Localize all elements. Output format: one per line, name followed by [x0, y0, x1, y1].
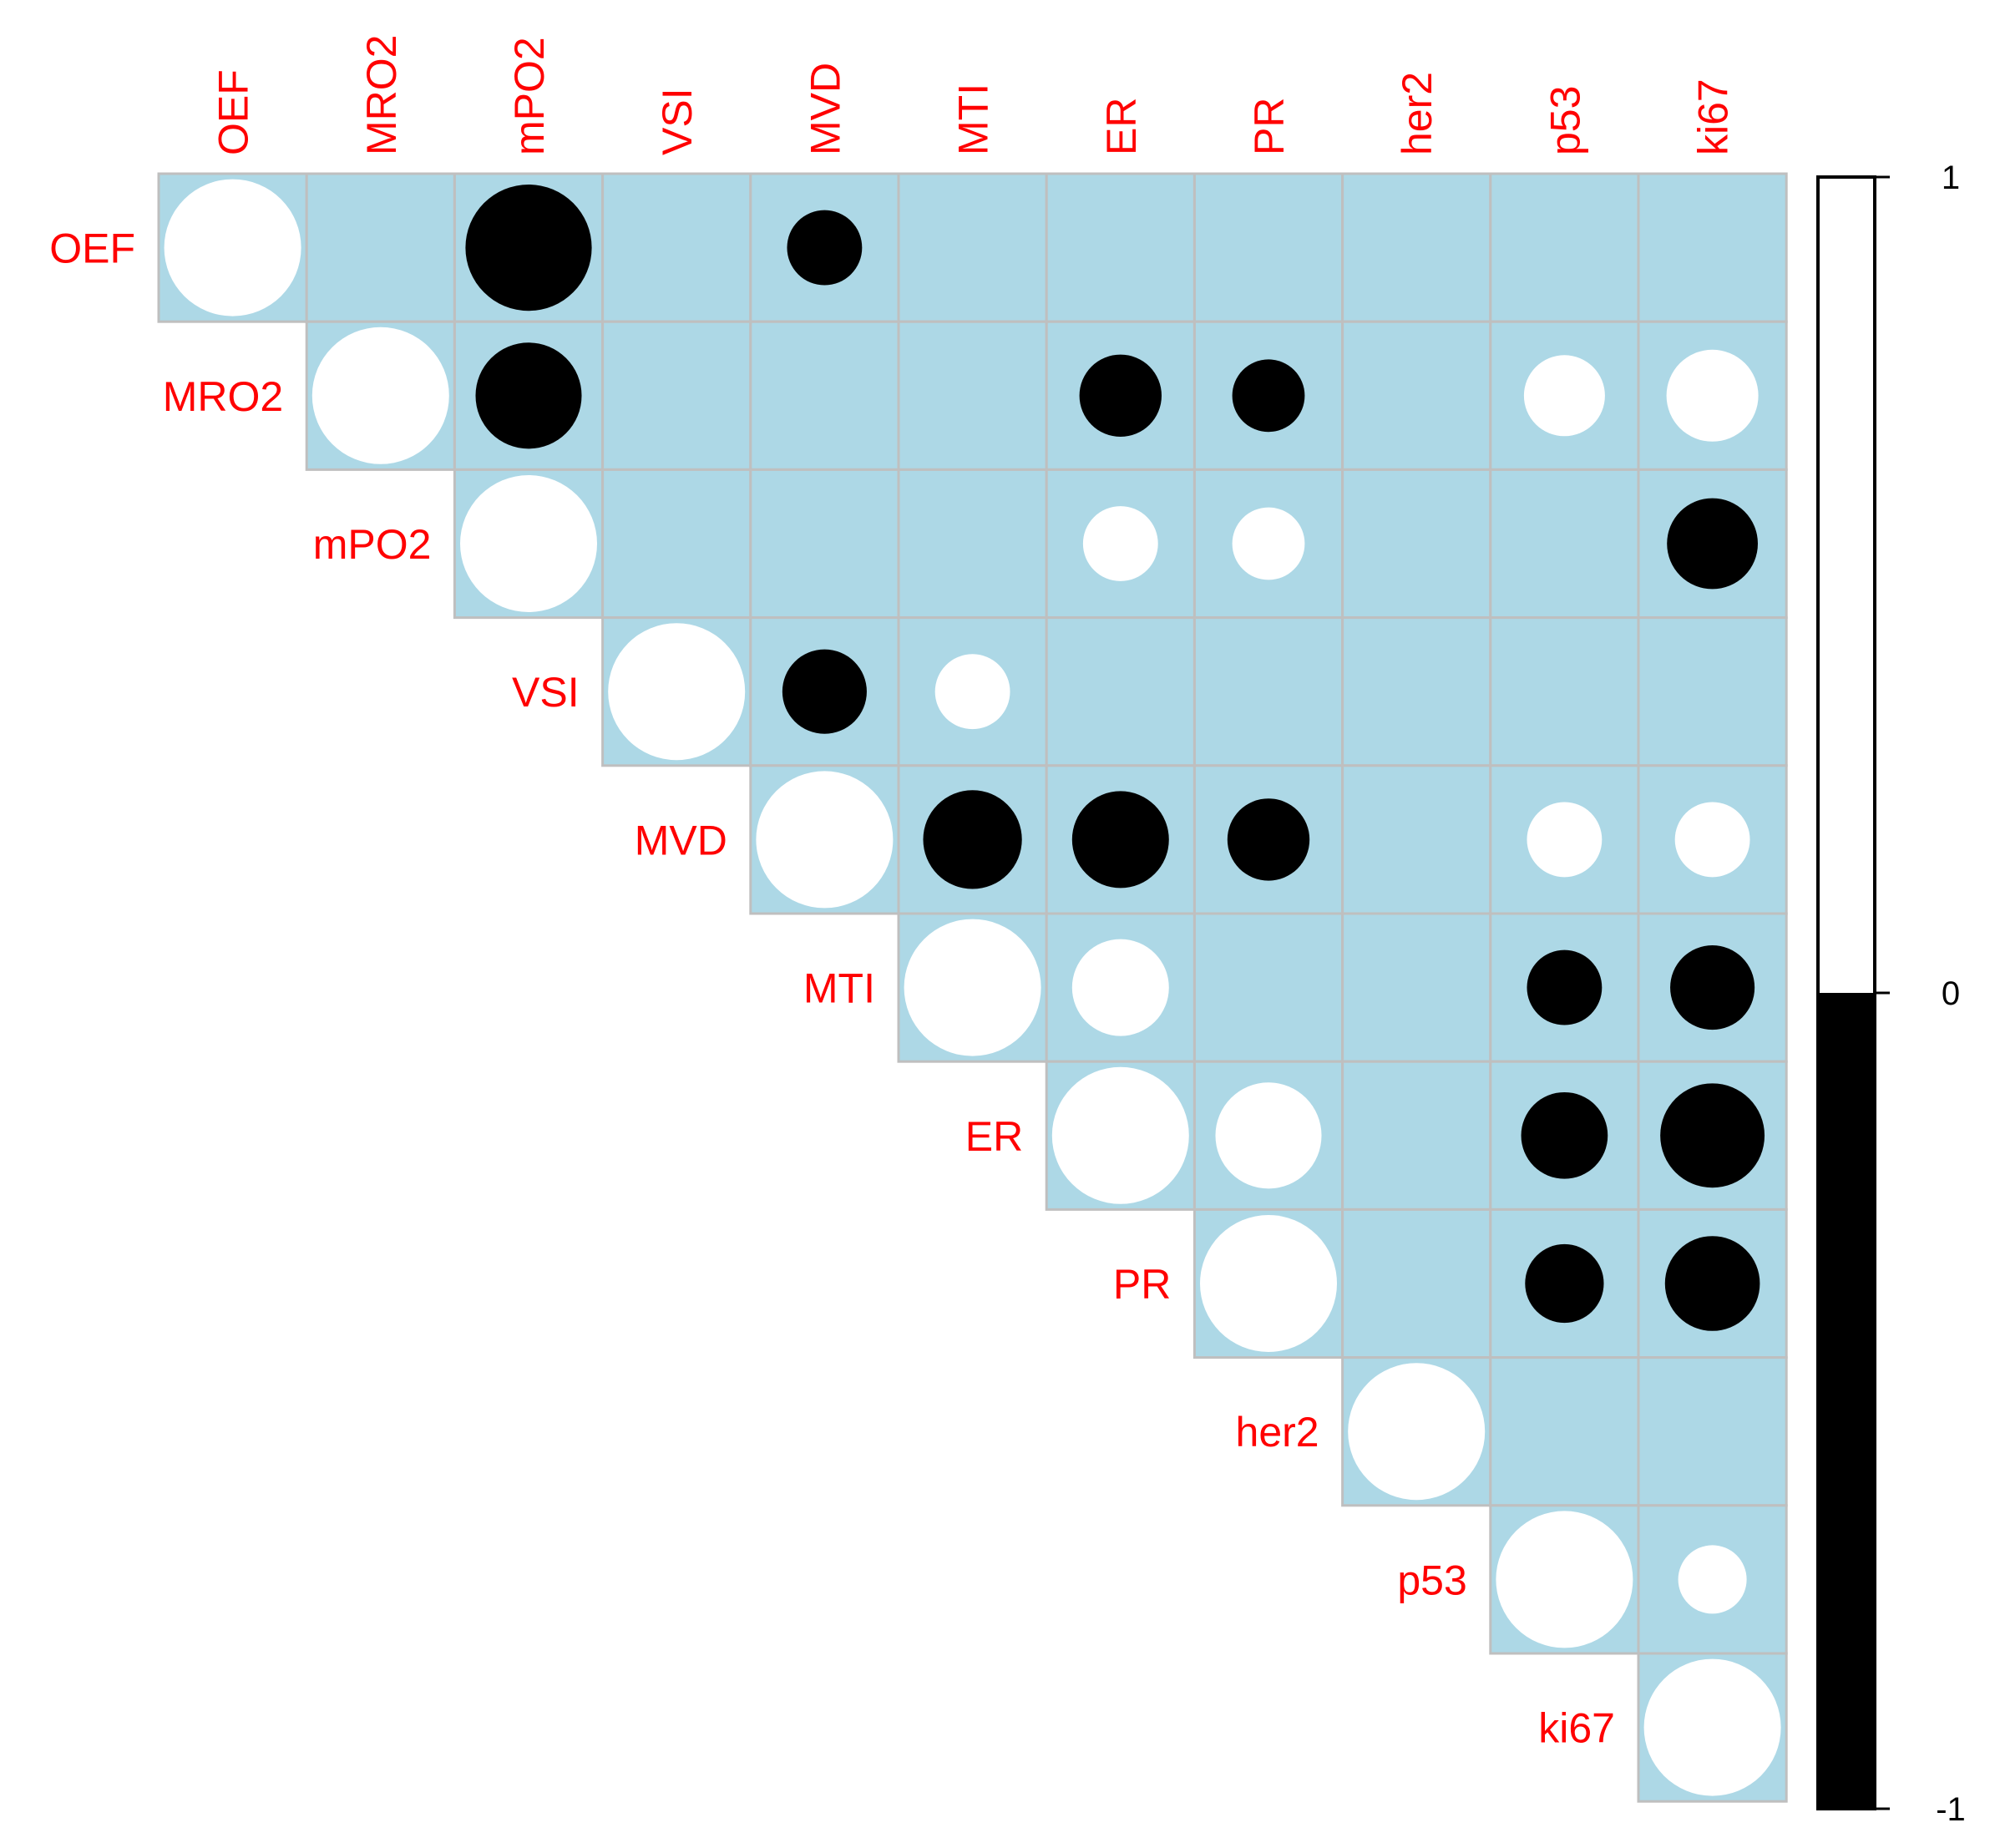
circle-MVD-ki67: [1674, 802, 1750, 878]
col-label-ER: ER: [1098, 98, 1145, 155]
row-label-PR: PR: [1113, 1261, 1171, 1308]
cell-OEF-p53: [1489, 172, 1640, 323]
row-labels: OEF MRO2 mPO2 VSI MVD MTI ER PR her2 p53 ki67: [49, 225, 1615, 1752]
cell-mPO2-MVD: [749, 468, 900, 620]
circle-MVD-ER: [1071, 791, 1169, 889]
cell-her2-ki67: [1637, 1356, 1788, 1507]
row-label-OEF: OEF: [49, 225, 135, 272]
colorbar-negative: [1818, 993, 1875, 1809]
cell-MTI-her2: [1341, 912, 1492, 1063]
cell-mPO2-VSI: [601, 468, 752, 620]
cell-ER-her2: [1341, 1060, 1492, 1211]
row-label-ER: ER: [965, 1113, 1023, 1160]
cell-VSI-PR: [1192, 616, 1344, 767]
cell-VSI-her2: [1341, 616, 1492, 767]
col-label-MTI: MTI: [950, 84, 997, 155]
cell-PR-her2: [1341, 1208, 1492, 1359]
circle-MRO2-mPO2: [475, 342, 582, 449]
cell-MRO2-MTI: [897, 320, 1048, 471]
col-label-VSI: VSI: [654, 88, 701, 155]
circle-MTI-MTI: [904, 919, 1041, 1056]
circle-OEF-MVD: [787, 210, 863, 286]
circle-MTI-ki67: [1670, 945, 1755, 1030]
circle-mPO2-PR: [1232, 507, 1305, 580]
col-label-PR: PR: [1246, 98, 1293, 155]
circles-layer: [164, 179, 1781, 1796]
cell-OEF-MTI: [897, 172, 1048, 323]
cell-MRO2-MVD: [749, 320, 900, 471]
cell-MTI-PR: [1192, 912, 1344, 1063]
circle-ER-ER: [1051, 1066, 1189, 1204]
circle-PR-ki67: [1664, 1236, 1760, 1331]
cell-MRO2-her2: [1341, 320, 1492, 471]
cell-VSI-ER: [1045, 616, 1196, 767]
circle-ER-PR: [1215, 1082, 1322, 1189]
row-label-p53: p53: [1397, 1557, 1466, 1603]
colorbar-tick-label--1: -1: [1936, 1791, 1966, 1828]
cell-MVD-her2: [1341, 764, 1492, 915]
cell-VSI-p53: [1489, 616, 1640, 767]
cell-her2-p53: [1489, 1356, 1640, 1507]
circle-PR-PR: [1200, 1215, 1337, 1352]
col-label-OEF: OEF: [210, 69, 257, 155]
circle-VSI-MTI: [934, 654, 1010, 730]
col-label-her2: her2: [1394, 72, 1441, 155]
circle-VSI-VSI: [608, 623, 746, 761]
circle-MRO2-ER: [1079, 354, 1162, 437]
circle-p53-p53: [1496, 1511, 1633, 1648]
cell-OEF-her2: [1341, 172, 1492, 323]
circle-MRO2-MRO2: [311, 327, 449, 464]
circle-ki67-ki67: [1643, 1658, 1781, 1796]
circle-MRO2-PR: [1232, 359, 1305, 433]
cell-OEF-VSI: [601, 172, 752, 323]
circle-VSI-MVD: [782, 649, 867, 734]
circle-OEF-OEF: [164, 179, 301, 316]
colorbar-positive: [1818, 177, 1875, 993]
circle-mPO2-ki67: [1667, 498, 1758, 590]
cell-MRO2-VSI: [601, 320, 752, 471]
colorbar: 1 0 -1: [1816, 159, 1966, 1828]
circle-MVD-p53: [1527, 802, 1603, 878]
circle-MVD-MTI: [923, 790, 1022, 889]
circle-OEF-mPO2: [465, 184, 592, 311]
circle-her2-her2: [1348, 1363, 1486, 1501]
circle-MRO2-p53: [1523, 355, 1605, 437]
cell-OEF-MRO2: [305, 172, 456, 323]
row-label-VSI: VSI: [512, 669, 580, 716]
circle-MTI-ER: [1071, 939, 1169, 1036]
row-label-MTI: MTI: [803, 965, 875, 1012]
colorbar-tick-label-1: 1: [1942, 159, 1960, 196]
circle-MVD-PR: [1227, 798, 1310, 881]
circle-ER-p53: [1521, 1091, 1608, 1179]
circle-mPO2-ER: [1082, 506, 1158, 581]
cell-mPO2-p53: [1489, 468, 1640, 620]
column-labels: OEF MRO2 mPO2 VSI MVD MTI ER PR her2 p53 ki67: [210, 35, 1737, 155]
circle-MVD-MVD: [756, 771, 894, 909]
col-label-MRO2: MRO2: [358, 35, 405, 155]
circle-p53-ki67: [1678, 1545, 1747, 1614]
cell-VSI-ki67: [1637, 616, 1788, 767]
col-label-p53: p53: [1542, 86, 1588, 155]
col-label-MVD: MVD: [802, 63, 848, 155]
circle-ER-ki67: [1660, 1083, 1765, 1188]
cell-OEF-PR: [1192, 172, 1344, 323]
circle-mPO2-mPO2: [460, 475, 597, 612]
colorbar-tick-label-0: 0: [1942, 975, 1960, 1012]
row-label-MRO2: MRO2: [163, 373, 283, 420]
cell-OEF-ER: [1045, 172, 1196, 323]
circle-PR-p53: [1525, 1243, 1604, 1324]
row-label-mPO2: mPO2: [313, 521, 432, 568]
col-label-mPO2: mPO2: [506, 37, 553, 155]
row-label-her2: her2: [1236, 1409, 1319, 1456]
circle-MTI-p53: [1527, 949, 1603, 1025]
col-label-ki67: ki67: [1690, 78, 1737, 155]
cell-mPO2-her2: [1341, 468, 1492, 620]
row-label-MVD: MVD: [635, 817, 727, 863]
circle-MRO2-ki67: [1666, 349, 1759, 442]
cell-OEF-ki67: [1637, 172, 1788, 323]
cell-mPO2-MTI: [897, 468, 1048, 620]
row-label-ki67: ki67: [1538, 1705, 1615, 1752]
